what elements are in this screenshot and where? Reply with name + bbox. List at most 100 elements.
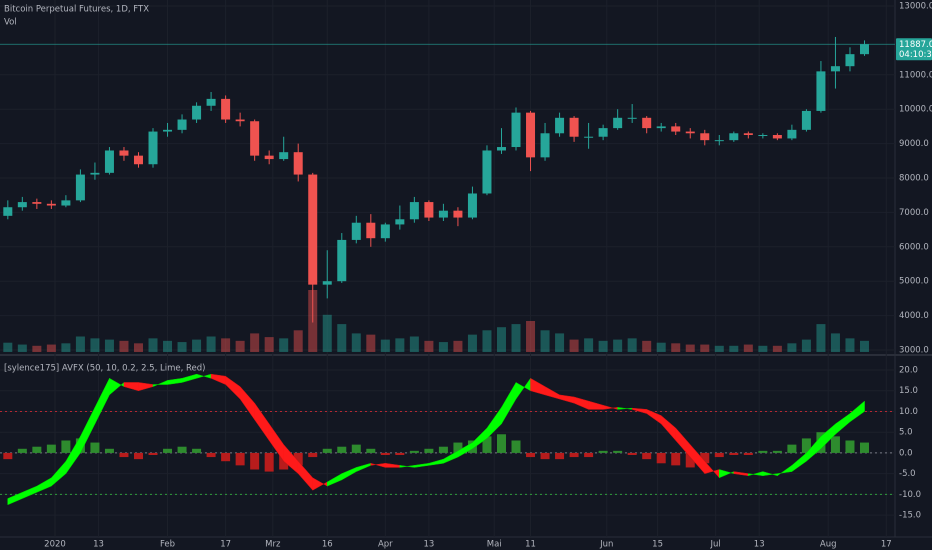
candle-body <box>801 110 811 130</box>
x-tick-label: Jul <box>710 540 721 550</box>
candle-body <box>453 210 463 218</box>
volume-bar <box>467 334 477 352</box>
last-price-label: 11887.0 <box>899 40 932 50</box>
x-tick-label: 13 <box>423 540 434 550</box>
volume-bar <box>104 339 114 352</box>
histogram-bar <box>32 446 42 453</box>
histogram-bar <box>642 452 652 460</box>
x-tick-label: Apr <box>378 540 393 550</box>
volume-bar <box>409 336 419 352</box>
volume-bar <box>438 342 448 352</box>
candle-body <box>845 54 855 67</box>
histogram-bar <box>540 452 550 460</box>
y-tick-label: 10.0 <box>899 407 918 417</box>
volume-bar <box>32 345 42 352</box>
candle-body <box>816 71 826 111</box>
histogram-bar <box>845 440 855 453</box>
volume-bar <box>264 337 274 352</box>
chart-title: Bitcoin Perpetual Futures, 1D, FTX <box>4 5 149 15</box>
candle-body <box>61 200 71 206</box>
candle-body <box>467 193 477 218</box>
histogram-bar <box>424 448 434 453</box>
candle-body <box>438 210 448 218</box>
candle-body <box>787 129 797 139</box>
candle-body <box>714 140 724 142</box>
candle-body <box>46 203 56 206</box>
volume-bar <box>584 338 594 352</box>
candle-body <box>90 172 100 175</box>
histogram-bar <box>61 440 71 453</box>
candle-body <box>540 133 550 158</box>
candle-body <box>163 129 173 132</box>
volume-bar <box>206 336 216 352</box>
candle-body <box>17 202 27 208</box>
volume-bar <box>453 340 463 352</box>
candle-body <box>409 202 419 220</box>
volume-bar <box>279 338 289 352</box>
candle-body <box>743 133 753 135</box>
volume-bar <box>642 340 652 352</box>
y-tick-label: 9000.0 <box>899 139 929 149</box>
y-tick-label: 20.0 <box>899 366 918 376</box>
histogram-bar <box>758 450 768 453</box>
volume-bar <box>511 324 521 352</box>
histogram-bar <box>235 452 245 466</box>
volume-bar <box>729 345 739 352</box>
y-tick-label: 0.0 <box>899 448 913 458</box>
x-tick-label: 17 <box>220 540 231 550</box>
candle-body <box>133 155 143 165</box>
histogram-bar <box>264 452 274 472</box>
y-tick-label: 10000.0 <box>899 105 932 115</box>
y-tick-label: -15.0 <box>899 511 921 521</box>
candle-body <box>700 133 710 141</box>
histogram-bar <box>366 448 376 453</box>
volume-bar <box>845 338 855 352</box>
candle-body <box>729 133 739 141</box>
candle-body <box>627 117 637 119</box>
histogram-bar <box>627 452 637 455</box>
volume-bar <box>685 344 695 352</box>
candle-body <box>148 131 158 165</box>
volume-bar <box>61 343 71 352</box>
histogram-bar <box>830 436 840 453</box>
histogram-bar <box>119 452 129 458</box>
histogram-bar <box>17 448 27 453</box>
histogram-bar <box>163 448 173 453</box>
volume-bar <box>700 344 710 352</box>
volume-bar <box>540 330 550 352</box>
candle-body <box>613 117 623 129</box>
x-tick-label: 15 <box>652 540 663 550</box>
candle-body <box>511 112 521 148</box>
candle-body <box>177 119 187 130</box>
candle-body <box>308 174 318 285</box>
x-tick-label: Mrz <box>265 540 281 550</box>
volume-bar <box>17 344 27 352</box>
volume-bar <box>293 330 303 352</box>
candle-body <box>569 117 579 137</box>
candle-body <box>758 135 768 136</box>
volume-bar <box>569 339 579 352</box>
candle-body <box>395 219 405 225</box>
histogram-bar <box>438 446 448 453</box>
histogram-bar <box>584 452 594 458</box>
volume-bar <box>772 345 782 352</box>
candle-body <box>235 119 245 122</box>
volume-bar <box>859 340 869 352</box>
histogram-bar <box>859 442 869 453</box>
y-tick-label: 4000.0 <box>899 311 929 321</box>
volume-bar <box>627 338 637 352</box>
volume-bar <box>482 330 492 352</box>
candle-body <box>598 128 608 137</box>
histogram-bar <box>526 452 536 458</box>
histogram-bar <box>192 448 202 453</box>
volume-bar <box>395 338 405 352</box>
histogram-bar <box>453 442 463 453</box>
candle-body <box>424 202 434 218</box>
histogram-bar <box>511 440 521 453</box>
histogram-bar <box>3 452 13 460</box>
ribbon-segment <box>849 400 865 423</box>
histogram-bar <box>772 450 782 453</box>
candle-body <box>351 222 361 240</box>
volume-bar <box>235 340 245 352</box>
